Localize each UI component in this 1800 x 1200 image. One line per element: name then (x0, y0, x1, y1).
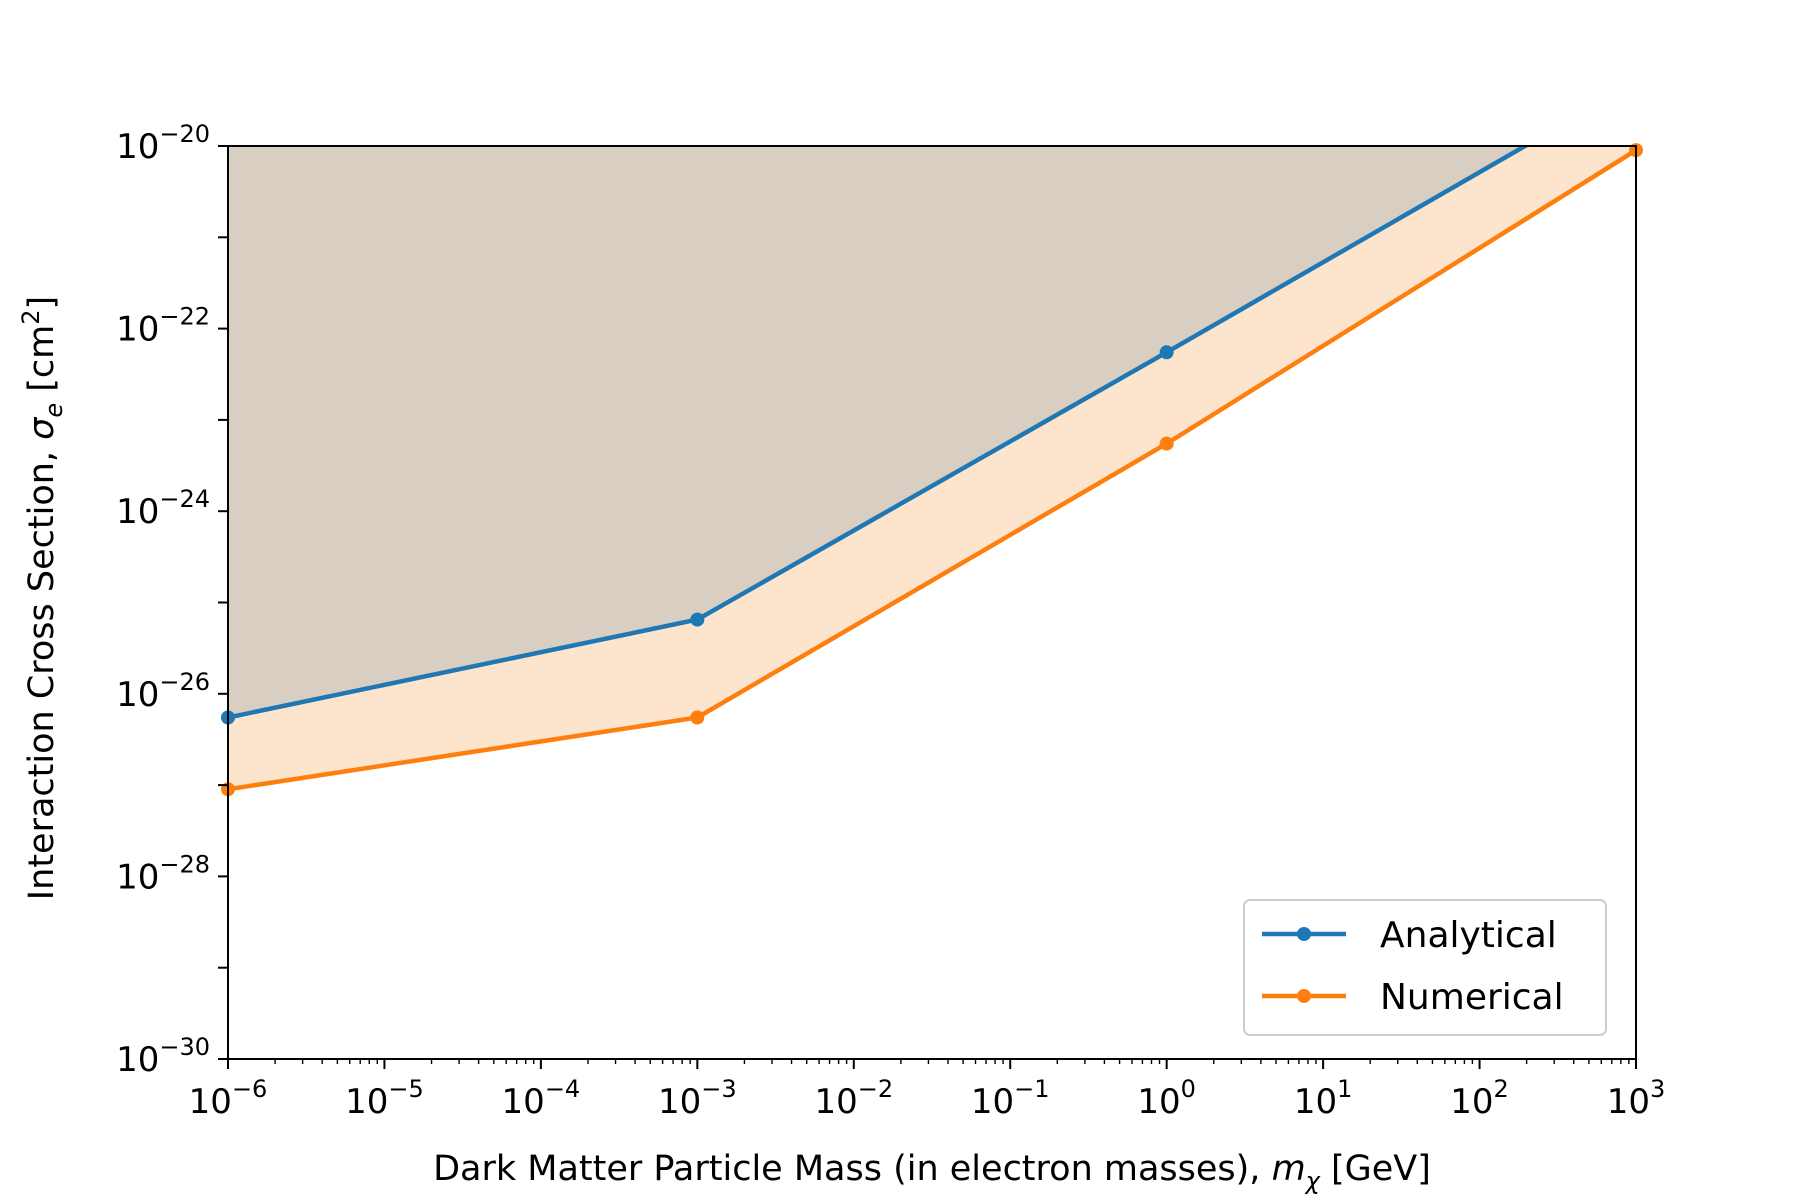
legend-label: Analytical (1380, 915, 1557, 956)
axis-ticks (218, 145, 1637, 1069)
y-tick-label-base: 10 (116, 492, 159, 532)
x-tick-label-base: 10 (1294, 1082, 1337, 1122)
y-tick-label-base: 10 (116, 857, 159, 897)
y-tick-label-exp: −26 (159, 668, 210, 696)
series-line-analytical (228, 146, 1530, 720)
y-axis-label-var: σ (22, 416, 62, 440)
x-tick-label-exp: −4 (545, 1075, 580, 1103)
y-tick-label: 10−30 (116, 1033, 210, 1080)
legend-swatch-marker (1297, 927, 1311, 941)
y-axis-label-group: Interaction Cross Section, σe [cm2] (17, 296, 68, 900)
fill-regions (228, 146, 1636, 790)
y-tick-label: 10−28 (116, 850, 210, 897)
x-tick-label-exp: −1 (1014, 1075, 1049, 1103)
x-tick-label: 10−4 (502, 1075, 581, 1122)
series-line-numerical (228, 148, 1636, 792)
x-tick-label-exp: 2 (1494, 1075, 1509, 1103)
legend-item-analytical: Analytical (1262, 915, 1557, 956)
y-tick-label: 10−24 (116, 485, 210, 532)
x-tick-label: 10−6 (189, 1075, 268, 1122)
x-axis-label-unit: [GeV] (1320, 1149, 1431, 1189)
y-tick-label-base: 10 (116, 127, 159, 167)
x-tick-label-exp: −3 (701, 1075, 736, 1103)
y-tick-label-exp: −30 (159, 1033, 210, 1061)
y-axis-label-close: ] (22, 296, 62, 310)
legend-item-numerical: Numerical (1262, 977, 1564, 1018)
x-tick-label: 10−3 (658, 1075, 737, 1122)
y-tick-label: 10−26 (116, 668, 210, 715)
y-tick-label-exp: −20 (159, 120, 210, 148)
y-axis-label: Interaction Cross Section, σe [cm2] (17, 296, 68, 900)
tick-labels: 10−6 10−5 10−4 10−3 10−2 10−1 100 101 102 10310−3… (116, 120, 1665, 1122)
x-tick-label-base: 10 (1607, 1082, 1650, 1122)
x-tick-label: 100 (1137, 1075, 1196, 1122)
x-axis-label-sub: χ (1304, 1167, 1321, 1195)
x-tick-label-exp: −6 (232, 1075, 267, 1103)
x-tick-label-exp: 0 (1181, 1075, 1196, 1103)
x-tick-label: 103 (1607, 1075, 1666, 1122)
x-tick-label: 10−1 (971, 1075, 1050, 1122)
x-tick-label-base: 10 (345, 1082, 388, 1122)
x-tick-label-exp: 1 (1337, 1075, 1352, 1103)
legend: Analytical Numerical (1243, 899, 1607, 1036)
fill-region-above-analytical (228, 146, 1636, 718)
x-axis-label-main: Dark Matter Particle Mass (in electron m… (433, 1149, 1271, 1189)
x-axis-label-var: m (1272, 1149, 1306, 1189)
data-point-analytical-1 (690, 612, 705, 627)
y-tick-label: 10−20 (116, 120, 210, 167)
x-tick-label: 10−2 (814, 1075, 893, 1122)
y-tick-label-base: 10 (116, 310, 159, 350)
data-point-analytical-2 (1159, 345, 1174, 360)
fill-region-between-series (228, 146, 1636, 790)
legend-label: Numerical (1380, 977, 1564, 1018)
data-point-numerical-2 (1159, 436, 1174, 451)
x-tick-label: 102 (1450, 1075, 1509, 1122)
legend-swatch-marker (1297, 989, 1311, 1003)
x-tick-label-exp: −2 (858, 1075, 893, 1103)
y-tick-label-exp: −22 (159, 303, 210, 331)
x-tick-label-base: 10 (1137, 1082, 1180, 1122)
y-tick-label-exp: −28 (159, 850, 210, 878)
x-tick-label-exp: 3 (1650, 1075, 1665, 1103)
y-tick-label: 10−22 (116, 303, 210, 350)
y-tick-label-base: 10 (116, 675, 159, 715)
x-tick-label: 10−5 (345, 1075, 424, 1122)
x-tick-label: 101 (1294, 1075, 1353, 1122)
x-tick-label-exp: −5 (388, 1075, 423, 1103)
y-axis-label-main: Interaction Cross Section, (22, 440, 62, 900)
x-tick-label-base: 10 (502, 1082, 545, 1122)
x-tick-label-base: 10 (658, 1082, 701, 1122)
data-point-numerical-1 (690, 710, 705, 725)
series-lines (228, 146, 1636, 792)
y-tick-label-base: 10 (116, 1040, 159, 1080)
y-axis-label-sup: 2 (17, 309, 45, 324)
x-tick-label-base: 10 (971, 1082, 1014, 1122)
y-axis-label-unit: [cm (22, 325, 62, 403)
x-tick-label-base: 10 (1450, 1082, 1493, 1122)
x-tick-label-base: 10 (189, 1082, 232, 1122)
x-tick-label-base: 10 (814, 1082, 857, 1122)
y-tick-label-exp: −24 (159, 485, 210, 513)
y-axis-label-sub: e (40, 403, 68, 418)
x-axis-label: Dark Matter Particle Mass (in electron m… (433, 1149, 1431, 1195)
